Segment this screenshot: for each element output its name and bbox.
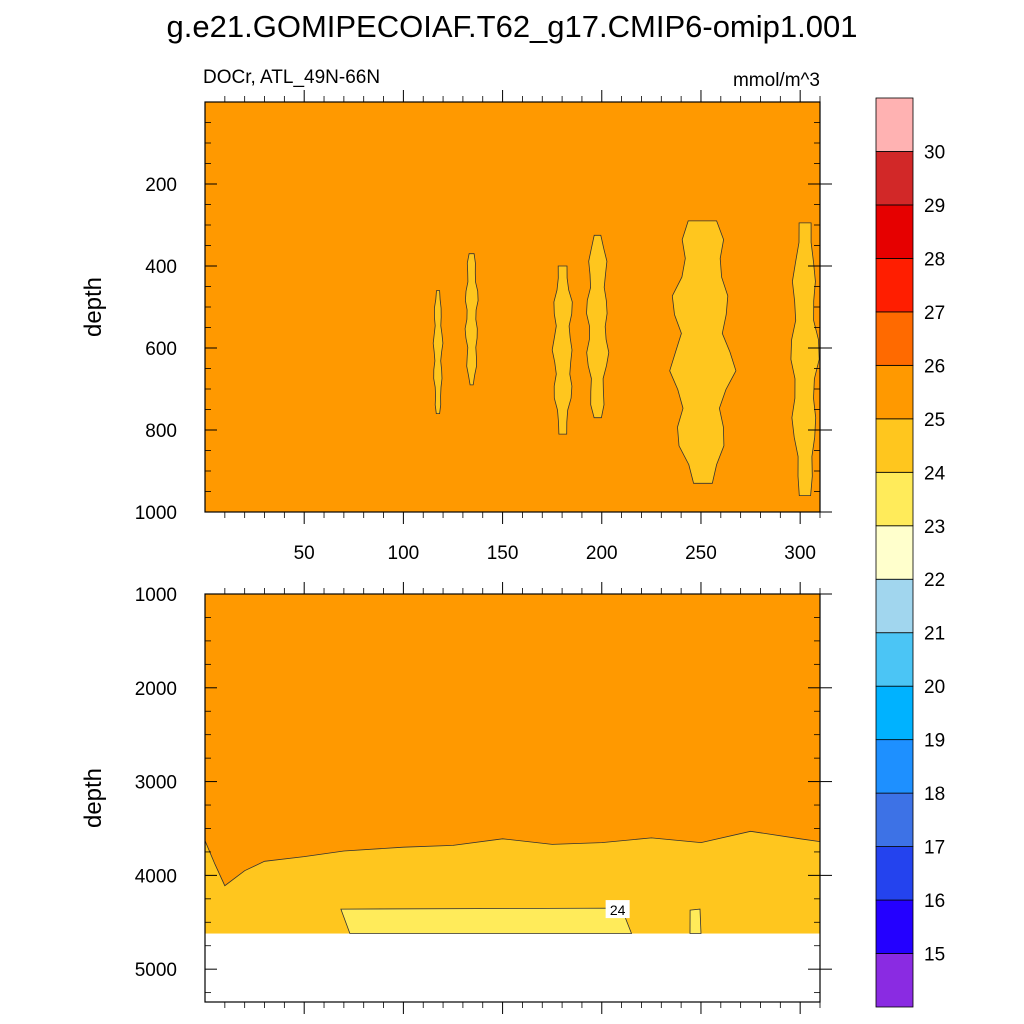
upper-y-tick-label-400: 400 [145,257,177,278]
colorbar-swatch-7 [875,632,914,687]
colorbar-label-17: 17 [924,838,945,859]
colorbar: 15 16 17 18 19 20 21 22 23 24 25 26 27 28 29 30 [875,97,946,1008]
colorbar-swatch-6 [875,685,914,741]
upper-y-axis-label: depth [80,277,107,337]
lower-contour-25-line [204,830,821,887]
x-tick-label-300: 300 [784,543,816,564]
x-tick-label-200: 200 [586,543,618,564]
colorbar-label-19: 19 [924,731,945,752]
colorbar-swatch-4 [875,792,914,847]
upper-region-1 [432,290,444,415]
colorbar-label-16: 16 [924,891,945,912]
chart-title: g.e21.GOMIPECOIAF.T62_g17.CMIP6-omip1.00… [167,9,858,44]
lower-contour-label-box-1 [605,900,630,919]
colorbar-label-24: 24 [924,463,946,484]
lower-contour-label-1: 24 [610,902,626,918]
upper-region-6 [790,222,820,497]
colorbar-swatch-2 [875,899,914,954]
upper-region-2 [464,253,479,386]
lower-region-1 [340,907,633,934]
x-tick-label-150: 150 [487,543,519,564]
upper-y-tick-label-600: 600 [145,339,177,360]
colorbar-label-18: 18 [924,784,945,805]
lower-region-2 [689,908,702,934]
upper-region-4 [586,234,610,419]
colorbar-label-27: 27 [924,303,945,324]
colorbar-label-22: 22 [924,570,945,591]
colorbar-swatch-14 [875,258,914,313]
colorbar-swatch-16 [875,151,914,206]
lower-y-axis-label: depth [80,768,107,828]
colorbar-label-21: 21 [924,624,945,645]
colorbar-label-20: 20 [924,677,945,698]
lower-y-tick-label-5000: 5000 [135,960,177,981]
colorbar-label-25: 25 [924,410,945,431]
colorbar-swatch-3 [875,846,914,901]
colorbar-swatch-13 [875,311,914,366]
lower-y-tick-label-4000: 4000 [135,866,177,887]
upper-y-tick-label-1000: 1000 [135,503,177,524]
colorbar-label-26: 26 [924,356,945,377]
colorbar-swatch-10 [875,471,914,527]
upper-panel: 200 400 600 800 1000 50 100 150 200 250 300 depth [80,90,832,564]
colorbar-swatch-11 [875,418,914,473]
lower-y-tick-label-2000: 2000 [135,679,177,700]
lower-frame [204,593,821,1003]
subtitle-right: mmol/m^3 [733,70,820,91]
subtitle-left: DOCr, ATL_49N-66N [203,67,380,88]
colorbar-swatch-9 [875,525,914,580]
colorbar-label-23: 23 [924,517,945,538]
colorbar-label-30: 30 [924,142,945,163]
colorbar-swatch-15 [875,204,914,259]
x-tick-label-250: 250 [685,543,717,564]
colorbar-swatch-1 [875,953,914,1008]
colorbar-swatch-17 [875,97,914,152]
lower-y-tick-label-1000: 1000 [135,585,177,606]
upper-background [205,102,820,512]
x-tick-label-100: 100 [388,543,420,564]
upper-y-tick-label-200: 200 [145,175,177,196]
colorbar-label-15: 15 [924,945,945,966]
lower-y-tick-label-3000: 3000 [135,773,177,794]
colorbar-label-28: 28 [924,249,945,270]
lower-panel: 24 1000 2000 3000 4000 5000 depth [80,582,832,1014]
colorbar-label-29: 29 [924,196,945,217]
lower-band-24-25 [205,831,820,934]
colorbar-swatch-12 [875,364,914,420]
colorbar-swatch-8 [875,578,914,634]
upper-region-3 [551,265,573,435]
x-tick-label-50: 50 [294,543,315,564]
upper-region-5 [669,220,737,484]
upper-y-tick-label-800: 800 [145,421,177,442]
colorbar-swatch-5 [875,739,914,794]
